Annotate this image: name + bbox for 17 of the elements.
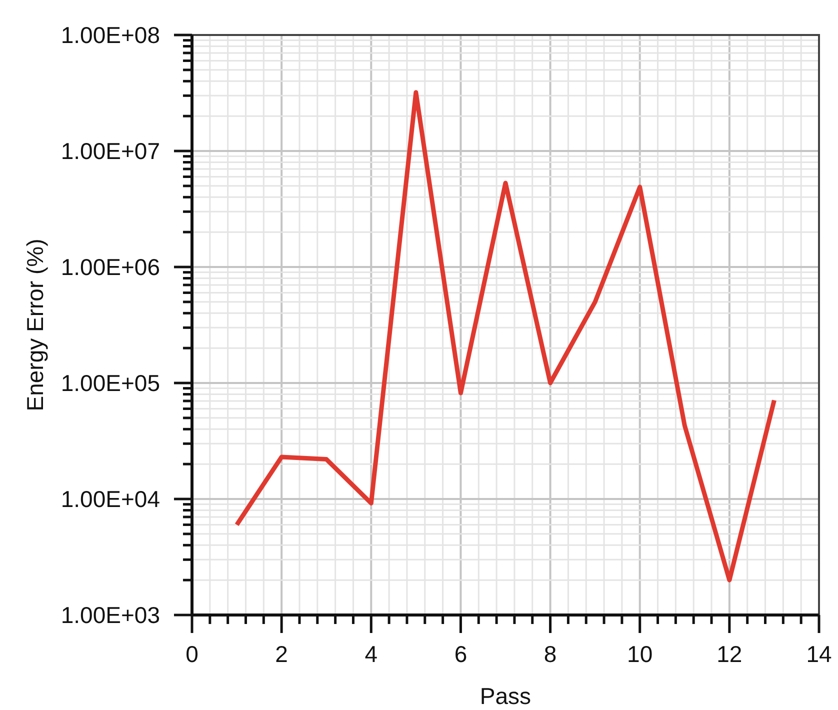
x-tick-label: 14 — [806, 641, 832, 667]
x-tick-label: 12 — [716, 641, 742, 667]
y-tick-label: 1.00E+06 — [60, 254, 160, 280]
x-axis-title: Pass — [480, 683, 532, 709]
x-tick-label: 4 — [364, 641, 378, 667]
y-tick-label: 1.00E+05 — [60, 370, 160, 396]
y-axis-title: Energy Error (%) — [22, 238, 48, 412]
x-tick-label: 0 — [186, 641, 198, 667]
y-tick-label: 1.00E+08 — [60, 22, 160, 48]
y-tick-label: 1.00E+04 — [60, 486, 160, 512]
x-tick-label: 6 — [454, 641, 468, 667]
x-tick-label: 8 — [544, 641, 557, 667]
x-tick-label: 10 — [627, 641, 653, 667]
x-tick-label: 2 — [275, 641, 288, 667]
line-series — [234, 90, 776, 582]
y-tick-label: 1.00E+07 — [60, 138, 160, 164]
y-tick-label: 1.00E+03 — [60, 602, 160, 628]
